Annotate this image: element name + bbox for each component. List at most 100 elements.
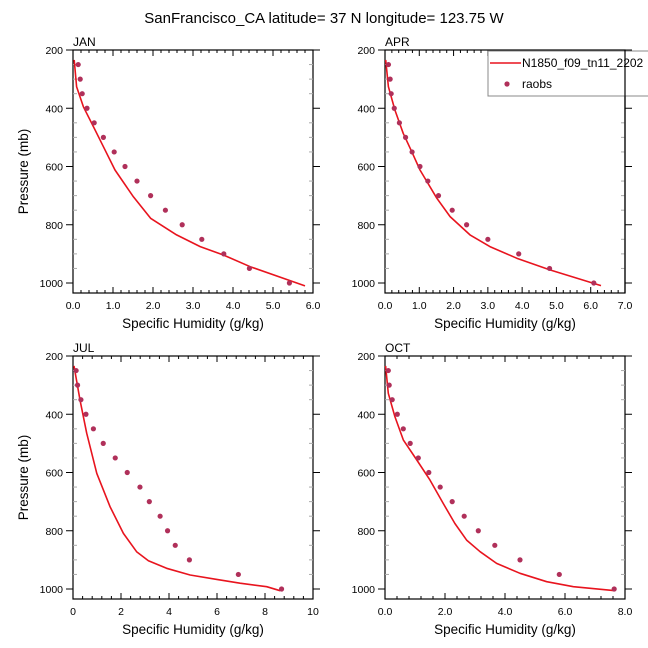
raobs-point: [435, 193, 442, 199]
x-tick-label: 0.0: [66, 300, 81, 312]
raobs-point: [134, 178, 140, 184]
x-tick-label: 0.0: [378, 606, 393, 618]
panel-label: JUL: [73, 341, 95, 355]
raobs-point: [75, 61, 81, 68]
y-tick-label: 800: [45, 220, 63, 232]
y-tick-label: 200: [357, 45, 375, 57]
raobs-point: [492, 542, 498, 548]
raobs-point: [449, 499, 455, 505]
figure-title: SanFrancisco_CA latitude= 37 N longitude…: [144, 10, 504, 27]
raobs-point: [402, 134, 409, 140]
raobs-point: [611, 586, 617, 592]
y-axis-title: Pressure (mb): [16, 435, 31, 521]
y-tick-label: 400: [45, 103, 63, 115]
raobs-point: [385, 367, 391, 374]
x-tick-label: 3.0: [186, 300, 201, 312]
legend-label-model: N1850_f09_tn11_2202: [522, 56, 644, 70]
x-tick-label: 2.0: [438, 606, 453, 618]
x-tick-label: 6.0: [558, 606, 573, 618]
plot-frame: [72, 49, 314, 294]
raobs-point: [146, 499, 152, 505]
raobs-point: [84, 105, 90, 111]
y-tick-label: 400: [357, 409, 375, 421]
series-line-model: [73, 365, 281, 592]
y-tick-label: 1000: [352, 584, 376, 596]
y-tick-label: 1000: [40, 584, 64, 596]
y-tick-label: 200: [45, 351, 63, 363]
raobs-point: [556, 571, 562, 578]
raobs-point: [286, 280, 292, 286]
x-tick-label: 5.0: [549, 300, 564, 312]
panel-apr: APR 0.0 1.0 2.0 3.0 4.0 5.0 6.0 7.0 200 400 600 800 1…: [352, 35, 633, 331]
raobs-point: [74, 382, 81, 388]
raobs-point: [417, 163, 423, 170]
raobs-point: [83, 411, 89, 417]
x-tick-label: 8.0: [618, 606, 633, 618]
raobs-point: [475, 528, 481, 534]
x-tick-label: 1.0: [412, 300, 427, 312]
y-tick-label: 600: [357, 468, 375, 480]
x-tick-label: 2.0: [446, 300, 461, 312]
raobs-point: [449, 207, 455, 213]
x-tick-label: 3.0: [481, 300, 496, 312]
plot-frame: [72, 355, 314, 600]
x-tick-label: 7.0: [618, 300, 633, 312]
raobs-point: [157, 513, 163, 519]
raobs-point: [100, 440, 106, 446]
raobs-point: [100, 134, 106, 140]
x-axis-title: Specific Humidity (g/kg): [434, 316, 576, 331]
raobs-point: [517, 557, 523, 563]
raobs-point: [78, 397, 84, 403]
x-tick-label: 2: [118, 606, 124, 618]
legend-marker-swatch: [504, 81, 510, 87]
raobs-point: [409, 149, 415, 155]
raobs-point: [278, 586, 285, 592]
y-tick-label: 600: [45, 468, 63, 480]
raobs-point: [464, 222, 470, 228]
raobs-point: [426, 469, 432, 476]
x-axis-title: Specific Humidity (g/kg): [122, 316, 264, 331]
raobs-point: [425, 178, 431, 184]
x-tick-label: 0: [70, 606, 76, 618]
raobs-point: [221, 251, 227, 257]
raobs-point: [124, 469, 130, 476]
x-tick-label: 4.0: [515, 300, 530, 312]
raobs-point: [73, 367, 79, 374]
raobs-point: [461, 513, 467, 519]
panel-oct: OCT 0.0 2.0 4.0 6.0 8.0 200 400 600 800 1000 Specif…: [352, 341, 633, 637]
raobs-point: [388, 91, 394, 97]
y-tick-label: 600: [357, 162, 375, 174]
x-tick-label: 0.0: [378, 300, 393, 312]
raobs-point: [485, 236, 491, 242]
y-tick-label: 800: [357, 526, 375, 538]
raobs-point: [77, 76, 83, 82]
raobs-point: [111, 149, 117, 155]
x-tick-label: 4: [166, 606, 172, 618]
x-axis-title: Specific Humidity (g/kg): [122, 622, 264, 637]
legend: N1850_f09_tn11_2202 raobs: [487, 50, 648, 97]
x-tick-label: 6.0: [306, 300, 321, 312]
raobs-point: [387, 76, 393, 82]
legend-box: [487, 50, 648, 97]
raobs-point: [415, 455, 421, 461]
raobs-point: [148, 193, 154, 199]
raobs-point: [137, 484, 143, 490]
raobs-point: [546, 265, 553, 272]
x-tick-label: 2.0: [146, 300, 161, 312]
raobs-point: [516, 251, 522, 257]
series-line-model: [73, 59, 306, 287]
panel-jan: JAN 0.0 1.0 2.0 3.0 4.0 5.0 6.0 200 400 600 800 1000…: [16, 35, 320, 331]
y-tick-label: 1000: [40, 278, 64, 290]
raobs-point: [79, 91, 85, 97]
raobs-point: [90, 426, 96, 432]
x-tick-label: 6.0: [583, 300, 598, 312]
raobs-point: [91, 120, 97, 126]
y-tick-label: 400: [45, 409, 63, 421]
panel-label: APR: [385, 35, 410, 49]
raobs-point: [112, 455, 118, 461]
raobs-point: [186, 557, 192, 563]
raobs-point: [386, 382, 392, 388]
raobs-point: [391, 105, 397, 111]
panel-label: OCT: [385, 341, 411, 355]
legend-label-raobs: raobs: [522, 77, 552, 91]
